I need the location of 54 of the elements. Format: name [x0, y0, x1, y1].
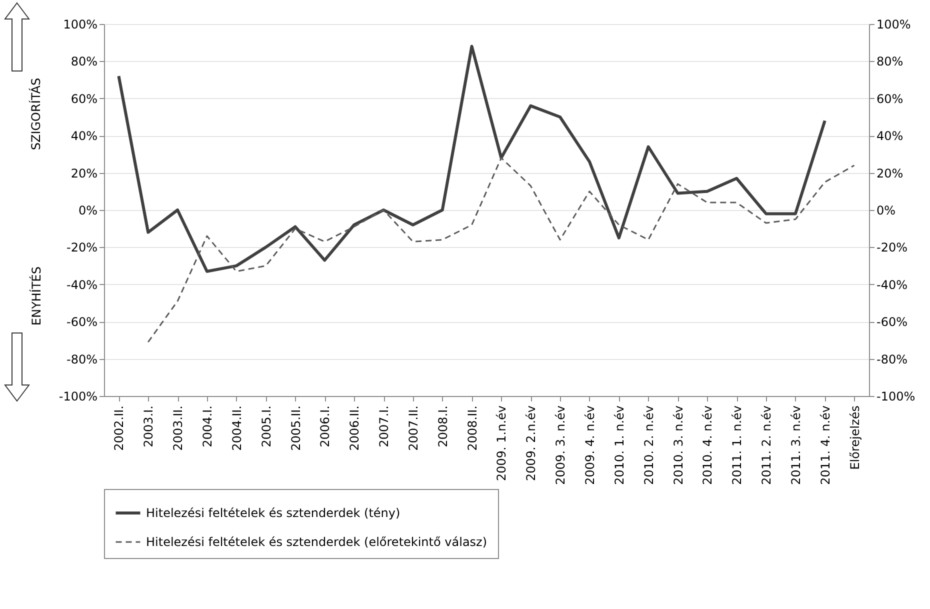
x-tick-label: 2011. 1. n.év	[730, 406, 744, 485]
x-tick-label: 2005.II.	[288, 406, 303, 451]
x-tick-label: 2010. 1. n.év	[612, 406, 626, 485]
x-tick-label: 2009. 4. n.év	[582, 406, 597, 485]
y2-tick-label: -80%	[876, 352, 908, 366]
x-tick-label: 2005.I.	[259, 406, 274, 448]
x-tick-label: 2006.II.	[348, 406, 362, 451]
x-tick-label: Előrejelzés	[848, 406, 862, 470]
legend-label: Hitelezési feltételek és sztenderdek (előretekintő válasz)	[146, 535, 488, 549]
y2-tick-label: 40%	[876, 129, 904, 144]
x-tick-label: 2004.II.	[230, 406, 244, 451]
x-tick-label: 2010. 3. n.év	[671, 406, 686, 485]
y2-tick-label: -100%	[876, 390, 916, 404]
y2-tick-label: 100%	[876, 18, 911, 32]
y-tick-label: -40%	[66, 278, 98, 292]
y-tick-label: 40%	[70, 129, 98, 144]
x-tick-label: 2006.I.	[318, 406, 332, 448]
x-tick-label: 2007.I.	[377, 406, 392, 448]
x-tick-label: 2011. 4. n.év	[818, 406, 832, 485]
line-series	[147, 157, 856, 343]
x-tick-label: 2010. 4. n.év	[700, 406, 715, 485]
y-tick-label: -60%	[66, 315, 98, 330]
y-tick-label: -80%	[66, 352, 98, 366]
line-series	[117, 44, 826, 273]
x-tick-label: 2008.II.	[465, 406, 480, 451]
x-tick-label: 2002.II.	[112, 406, 126, 451]
y-tick-label: 60%	[70, 92, 98, 106]
y-tick-label: 80%	[70, 54, 98, 69]
y-tick-label: -100%	[58, 390, 98, 404]
y2-tick-label: 20%	[876, 166, 904, 180]
text: ENYHÍTÉS	[28, 266, 43, 326]
x-tick-label: 2004.I.	[200, 406, 214, 448]
x-tick-label: 2003.I.	[142, 406, 156, 448]
x-tick-label: 2009. 3. n.év	[554, 406, 568, 485]
y-tick-label: 100%	[63, 18, 98, 32]
x-tick-label: 2010. 2. n.év	[642, 406, 656, 485]
x-tick-label: 2008.I.	[436, 406, 450, 448]
y-tick-label: 20%	[70, 166, 98, 180]
y2-tick-label: -60%	[876, 315, 908, 330]
x-tick-label: 2009. 1.n.év	[494, 406, 509, 482]
text: SZIGORÍTÁS	[29, 78, 44, 150]
y-tick-label: -20%	[66, 240, 98, 255]
x-tick-label: 2009. 2.n.év	[524, 406, 538, 482]
x-tick-label: 2011. 3. n.év	[788, 406, 803, 485]
y-tick-label: 0%	[78, 204, 98, 218]
x-tick-label: 2007.II.	[406, 406, 420, 451]
y2-tick-label: -40%	[876, 278, 908, 292]
legend-label: Hitelezési feltételek és sztenderdek (tény)	[146, 506, 400, 520]
y2-tick-label: 60%	[876, 92, 904, 106]
x-tick-label: 2003.II.	[171, 406, 186, 451]
y2-tick-label: 80%	[876, 54, 904, 69]
y2-tick-label: 0%	[876, 204, 896, 218]
x-tick-label: 2011. 2. n.év	[760, 406, 774, 485]
y2-tick-label: -20%	[876, 240, 908, 255]
